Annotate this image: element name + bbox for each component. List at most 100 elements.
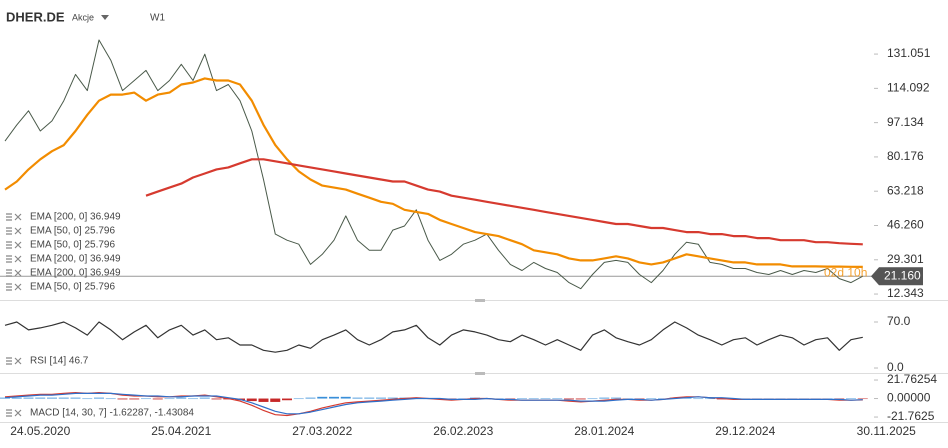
histogram-bar (258, 398, 269, 402)
y-tick-label: 0.00000 (887, 391, 931, 405)
indicator-label: EMA [200, 0] 36.949 (30, 254, 121, 265)
indicator-close-icon[interactable] (14, 213, 22, 221)
series-line (145, 158, 863, 246)
histogram-bar (740, 398, 751, 400)
histogram-bar (47, 397, 57, 399)
resize-handle[interactable] (475, 299, 485, 302)
indicator-close-icon[interactable] (14, 269, 22, 277)
histogram-bar (564, 398, 574, 400)
indicator-label: EMA [50, 0] 25.796 (30, 226, 115, 237)
histogram-bar (693, 398, 704, 400)
y-tick-label: 12.343 (887, 286, 924, 300)
histogram-bar (188, 398, 198, 400)
indicator-label: EMA [50, 0] 25.796 (30, 282, 115, 293)
histogram-bar (799, 398, 809, 400)
series-line (4, 39, 864, 290)
histogram-bar (493, 398, 504, 400)
indicator-close-icon[interactable] (14, 241, 22, 249)
indicator-label: EMA [50, 0] 25.796 (30, 240, 115, 251)
histogram-bar (0, 397, 10, 399)
y-tick-label: -21.7625 (887, 409, 935, 423)
price-box-arrow (871, 267, 879, 286)
histogram-bar (587, 398, 598, 400)
histogram-bar (575, 398, 586, 400)
dropdown-arrow[interactable] (101, 15, 109, 20)
histogram-bar (293, 398, 304, 400)
price-box (879, 267, 923, 286)
x-tick-label: 25.04.2021 (151, 424, 211, 438)
histogram-bar (246, 398, 257, 402)
histogram-bar (340, 396, 351, 399)
histogram-bar (705, 398, 715, 400)
histogram-bar (364, 397, 375, 399)
histogram-bar (105, 398, 116, 400)
histogram-bar (58, 397, 69, 399)
histogram-bar (517, 398, 527, 400)
histogram-bar (763, 398, 774, 400)
y-tick-label: 63.218 (887, 183, 924, 197)
histogram-bar (552, 398, 563, 400)
histogram-bar (94, 397, 104, 399)
indicator-menu-icon[interactable] (6, 227, 12, 235)
indicator-close-icon[interactable] (14, 255, 22, 263)
histogram-bar (528, 398, 539, 400)
y-tick-label: 114.092 (887, 81, 930, 95)
histogram-bar (23, 397, 34, 399)
histogram-bar (599, 397, 610, 399)
y-tick-label: 97.134 (887, 115, 924, 129)
indicator-label: MACD [14, 30, 7] -1.62287, -1.43084 (30, 408, 194, 419)
indicator-menu-icon[interactable] (6, 409, 12, 417)
indicator-close-icon[interactable] (14, 357, 22, 365)
series-line (4, 392, 863, 415)
histogram-bar (857, 398, 868, 400)
histogram-bar (352, 397, 363, 399)
histogram-bar (11, 397, 22, 399)
indicator-label: EMA [200, 0] 36.949 (30, 212, 121, 223)
indicator-label: EMA [200, 0] 36.949 (30, 268, 121, 279)
indicator-menu-icon[interactable] (6, 269, 12, 277)
histogram-bar (176, 397, 187, 399)
histogram-bar (211, 398, 222, 400)
histogram-bar (540, 398, 551, 400)
indicator-close-icon[interactable] (14, 283, 22, 291)
indicator-menu-icon[interactable] (6, 357, 12, 365)
indicator-menu-icon[interactable] (6, 283, 12, 291)
histogram-bar (458, 398, 469, 400)
y-tick-label: 29.301 (887, 252, 924, 266)
histogram-bar (317, 396, 328, 399)
x-tick-label: 24.05.2020 (10, 424, 70, 438)
symbol[interactable]: DHER.DE (6, 9, 65, 24)
histogram-bar (387, 397, 398, 399)
histogram-bar (82, 398, 93, 400)
histogram-bar (129, 398, 140, 400)
x-tick-label: 30.11.2025 (857, 424, 916, 438)
countdown: 02d 10h (824, 265, 867, 279)
indicator-menu-icon[interactable] (6, 241, 12, 249)
y-tick-label: 80.176 (887, 149, 924, 163)
histogram-bar (70, 397, 81, 399)
x-tick-label: 27.03.2022 (292, 424, 352, 438)
instrument-kind: Akcje (72, 12, 94, 22)
histogram-bar (376, 397, 386, 399)
y-tick-label: 0.0 (887, 360, 904, 374)
histogram-bar (199, 397, 210, 399)
y-tick-label: 131.051 (887, 46, 931, 60)
histogram-bar (622, 398, 633, 400)
histogram-bar (117, 398, 128, 400)
histogram-bar (787, 398, 798, 400)
indicator-menu-icon[interactable] (6, 213, 12, 221)
x-tick-label: 28.01.2024 (574, 424, 634, 438)
histogram-bar (810, 398, 821, 400)
resize-handle[interactable] (475, 372, 485, 375)
indicator-label: RSI [14] 46.7 (30, 356, 89, 367)
histogram-bar (152, 398, 163, 400)
histogram-bar (164, 398, 175, 400)
indicator-close-icon[interactable] (14, 227, 22, 235)
indicator-menu-icon[interactable] (6, 255, 12, 263)
histogram-bar (775, 398, 786, 400)
interval[interactable]: W1 (150, 13, 165, 24)
x-tick-label: 26.02.2023 (433, 424, 493, 438)
indicator-close-icon[interactable] (14, 409, 22, 417)
histogram-bar (141, 398, 151, 400)
